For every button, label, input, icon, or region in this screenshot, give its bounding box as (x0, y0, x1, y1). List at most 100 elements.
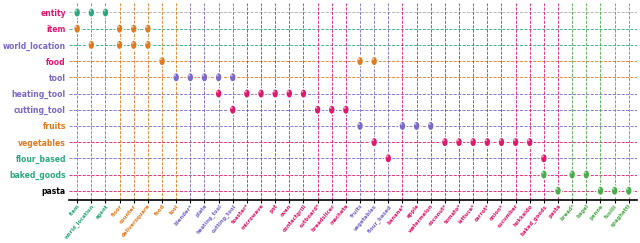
Ellipse shape (316, 107, 317, 109)
Ellipse shape (582, 170, 590, 180)
Ellipse shape (300, 89, 307, 98)
Ellipse shape (429, 123, 431, 125)
Ellipse shape (230, 74, 232, 77)
Ellipse shape (145, 40, 151, 50)
Ellipse shape (371, 137, 378, 147)
Ellipse shape (300, 88, 307, 98)
Ellipse shape (74, 24, 81, 33)
Ellipse shape (526, 137, 533, 147)
Ellipse shape (569, 170, 575, 179)
Ellipse shape (216, 90, 218, 93)
Ellipse shape (512, 137, 519, 147)
Ellipse shape (344, 107, 346, 109)
Ellipse shape (103, 9, 106, 12)
Ellipse shape (88, 8, 95, 17)
Ellipse shape (144, 24, 152, 34)
Ellipse shape (230, 107, 232, 109)
Ellipse shape (229, 73, 236, 82)
Ellipse shape (118, 42, 120, 44)
Ellipse shape (526, 137, 533, 147)
Ellipse shape (611, 186, 618, 195)
Ellipse shape (471, 139, 473, 141)
Ellipse shape (625, 186, 632, 195)
Ellipse shape (215, 88, 222, 98)
Ellipse shape (568, 170, 576, 180)
Ellipse shape (258, 89, 264, 98)
Ellipse shape (554, 186, 562, 196)
Ellipse shape (259, 90, 261, 93)
Ellipse shape (443, 139, 445, 141)
Ellipse shape (301, 90, 303, 93)
Ellipse shape (328, 105, 335, 115)
Ellipse shape (273, 90, 275, 93)
Ellipse shape (356, 56, 364, 66)
Ellipse shape (328, 105, 335, 114)
Ellipse shape (597, 186, 604, 195)
Ellipse shape (102, 8, 109, 17)
Ellipse shape (215, 89, 222, 98)
Ellipse shape (146, 26, 148, 28)
Ellipse shape (285, 88, 293, 98)
Ellipse shape (132, 42, 134, 44)
Ellipse shape (271, 88, 279, 98)
Ellipse shape (385, 153, 392, 163)
Ellipse shape (116, 24, 124, 34)
Ellipse shape (498, 137, 505, 147)
Ellipse shape (286, 89, 292, 98)
Ellipse shape (356, 121, 364, 131)
Ellipse shape (401, 123, 403, 125)
Ellipse shape (455, 137, 463, 147)
Ellipse shape (132, 26, 134, 28)
Ellipse shape (386, 155, 388, 157)
Ellipse shape (243, 89, 250, 98)
Ellipse shape (371, 56, 378, 66)
Ellipse shape (342, 105, 349, 114)
Ellipse shape (118, 26, 120, 28)
Ellipse shape (513, 139, 515, 141)
Ellipse shape (131, 40, 137, 50)
Ellipse shape (371, 137, 378, 147)
Ellipse shape (130, 40, 138, 50)
Ellipse shape (88, 40, 95, 50)
Ellipse shape (470, 137, 477, 147)
Ellipse shape (484, 137, 491, 147)
Ellipse shape (598, 188, 600, 190)
Ellipse shape (116, 40, 124, 50)
Ellipse shape (428, 121, 434, 130)
Ellipse shape (89, 9, 91, 12)
Ellipse shape (74, 8, 81, 17)
Ellipse shape (612, 188, 614, 190)
Ellipse shape (556, 188, 558, 190)
Ellipse shape (74, 24, 81, 34)
Ellipse shape (314, 105, 321, 115)
Ellipse shape (512, 137, 519, 147)
Ellipse shape (415, 123, 417, 125)
Ellipse shape (371, 56, 378, 66)
Ellipse shape (174, 74, 176, 77)
Ellipse shape (541, 155, 544, 157)
Ellipse shape (457, 139, 459, 141)
Ellipse shape (187, 73, 194, 82)
Ellipse shape (74, 8, 81, 17)
Ellipse shape (499, 139, 501, 141)
Ellipse shape (314, 105, 321, 114)
Ellipse shape (456, 137, 463, 147)
Ellipse shape (399, 121, 406, 131)
Ellipse shape (159, 56, 165, 66)
Ellipse shape (540, 153, 548, 163)
Ellipse shape (287, 90, 289, 93)
Ellipse shape (75, 26, 77, 28)
Ellipse shape (584, 172, 586, 174)
Ellipse shape (427, 121, 435, 131)
Ellipse shape (527, 139, 529, 141)
Ellipse shape (627, 188, 628, 190)
Ellipse shape (244, 90, 247, 93)
Ellipse shape (570, 172, 572, 174)
Ellipse shape (625, 186, 632, 196)
Ellipse shape (88, 8, 95, 17)
Ellipse shape (131, 24, 137, 33)
Ellipse shape (356, 56, 364, 66)
Ellipse shape (201, 72, 208, 82)
Ellipse shape (358, 123, 360, 125)
Ellipse shape (372, 58, 374, 60)
